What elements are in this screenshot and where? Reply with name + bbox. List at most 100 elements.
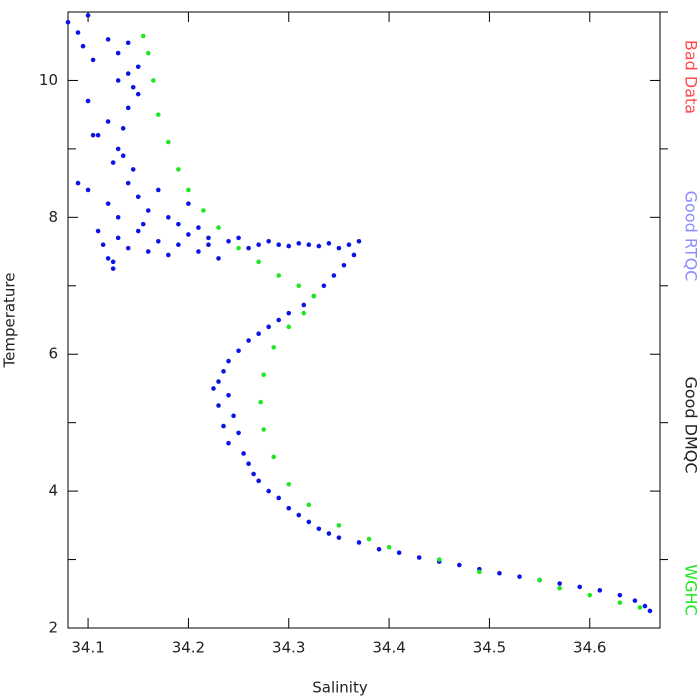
x-tick-label: 34.4 [372, 639, 405, 657]
data-point [286, 505, 292, 511]
data-point [286, 324, 292, 330]
data-point [211, 386, 216, 391]
data-point [296, 283, 302, 289]
data-point [642, 603, 648, 609]
data-point [632, 598, 638, 603]
data-point [145, 249, 151, 254]
data-point [477, 569, 482, 575]
data-point [196, 249, 201, 254]
data-point [156, 112, 161, 117]
data-point [145, 50, 151, 56]
data-point [221, 423, 226, 429]
data-point [236, 430, 241, 436]
data-point [85, 187, 91, 193]
data-point [186, 187, 191, 193]
data-point [216, 256, 221, 261]
data-point [105, 119, 111, 124]
data-point [196, 225, 201, 230]
data-point [286, 243, 292, 249]
data-point [115, 235, 121, 241]
data-point [261, 372, 266, 378]
y-tick-label: 2 [48, 619, 58, 637]
data-point [100, 242, 106, 248]
data-point [346, 242, 352, 248]
data-point [186, 201, 191, 206]
legend-entry: Good RTQC [682, 191, 700, 282]
data-point [130, 84, 136, 90]
x-tick-label: 34.5 [473, 639, 506, 657]
legend-entry: Good DMQC [682, 376, 700, 473]
data-point [386, 544, 392, 550]
data-point [120, 153, 126, 159]
data-point [110, 266, 116, 271]
data-point [557, 586, 562, 591]
data-point [236, 235, 241, 241]
data-point [306, 519, 312, 525]
data-point [336, 523, 342, 528]
data-point [258, 399, 263, 405]
data-point [436, 557, 442, 562]
y-tick-label: 4 [48, 482, 58, 500]
data-point [497, 570, 502, 576]
data-point [90, 57, 96, 63]
data-point [266, 238, 271, 244]
data-point [110, 160, 116, 165]
data-point [145, 208, 151, 213]
data-point [226, 392, 231, 398]
data-point [125, 40, 131, 46]
data-point [241, 451, 246, 456]
data-point [276, 242, 282, 248]
data-point [95, 228, 101, 234]
data-point [156, 238, 161, 244]
data-point [85, 98, 91, 104]
data-point [597, 588, 603, 593]
data-point [246, 245, 251, 251]
data-point [296, 241, 302, 246]
data-point [261, 427, 266, 432]
data-point [351, 252, 357, 258]
x-axis-label: Salinity [312, 679, 368, 697]
data-point [256, 331, 261, 336]
data-point [166, 252, 171, 258]
data-point [296, 512, 302, 518]
data-point [236, 348, 241, 354]
data-point [256, 259, 261, 265]
data-point [115, 78, 121, 83]
data-point [226, 238, 231, 244]
data-point [140, 33, 146, 39]
data-point [156, 187, 161, 193]
data-point [376, 546, 382, 552]
data-point [336, 245, 342, 251]
data-point [276, 317, 282, 323]
x-tick-label: 34.2 [172, 639, 205, 657]
data-point [166, 215, 171, 220]
data-point [286, 481, 292, 487]
x-tick-label: 34.1 [71, 639, 104, 657]
data-point [416, 555, 422, 560]
data-point [266, 488, 271, 494]
data-point [326, 531, 332, 536]
data-point [356, 238, 362, 244]
data-point [176, 167, 181, 172]
data-point [80, 43, 86, 49]
data-point [95, 132, 101, 138]
data-point [226, 440, 231, 446]
data-point [276, 273, 282, 278]
data-point [216, 379, 221, 384]
data-point [341, 262, 347, 268]
data-point [115, 146, 121, 152]
data-point [125, 105, 131, 111]
y-tick-label: 8 [48, 208, 58, 226]
data-point [251, 471, 256, 477]
data-point [186, 232, 191, 237]
data-point [206, 235, 211, 241]
data-point [331, 273, 337, 278]
data-point [125, 245, 131, 251]
data-point [306, 242, 312, 248]
legend-entry: WGHC [682, 564, 700, 615]
data-point [115, 50, 121, 56]
data-point [517, 574, 522, 579]
data-point [135, 64, 141, 70]
data-point [266, 324, 271, 330]
